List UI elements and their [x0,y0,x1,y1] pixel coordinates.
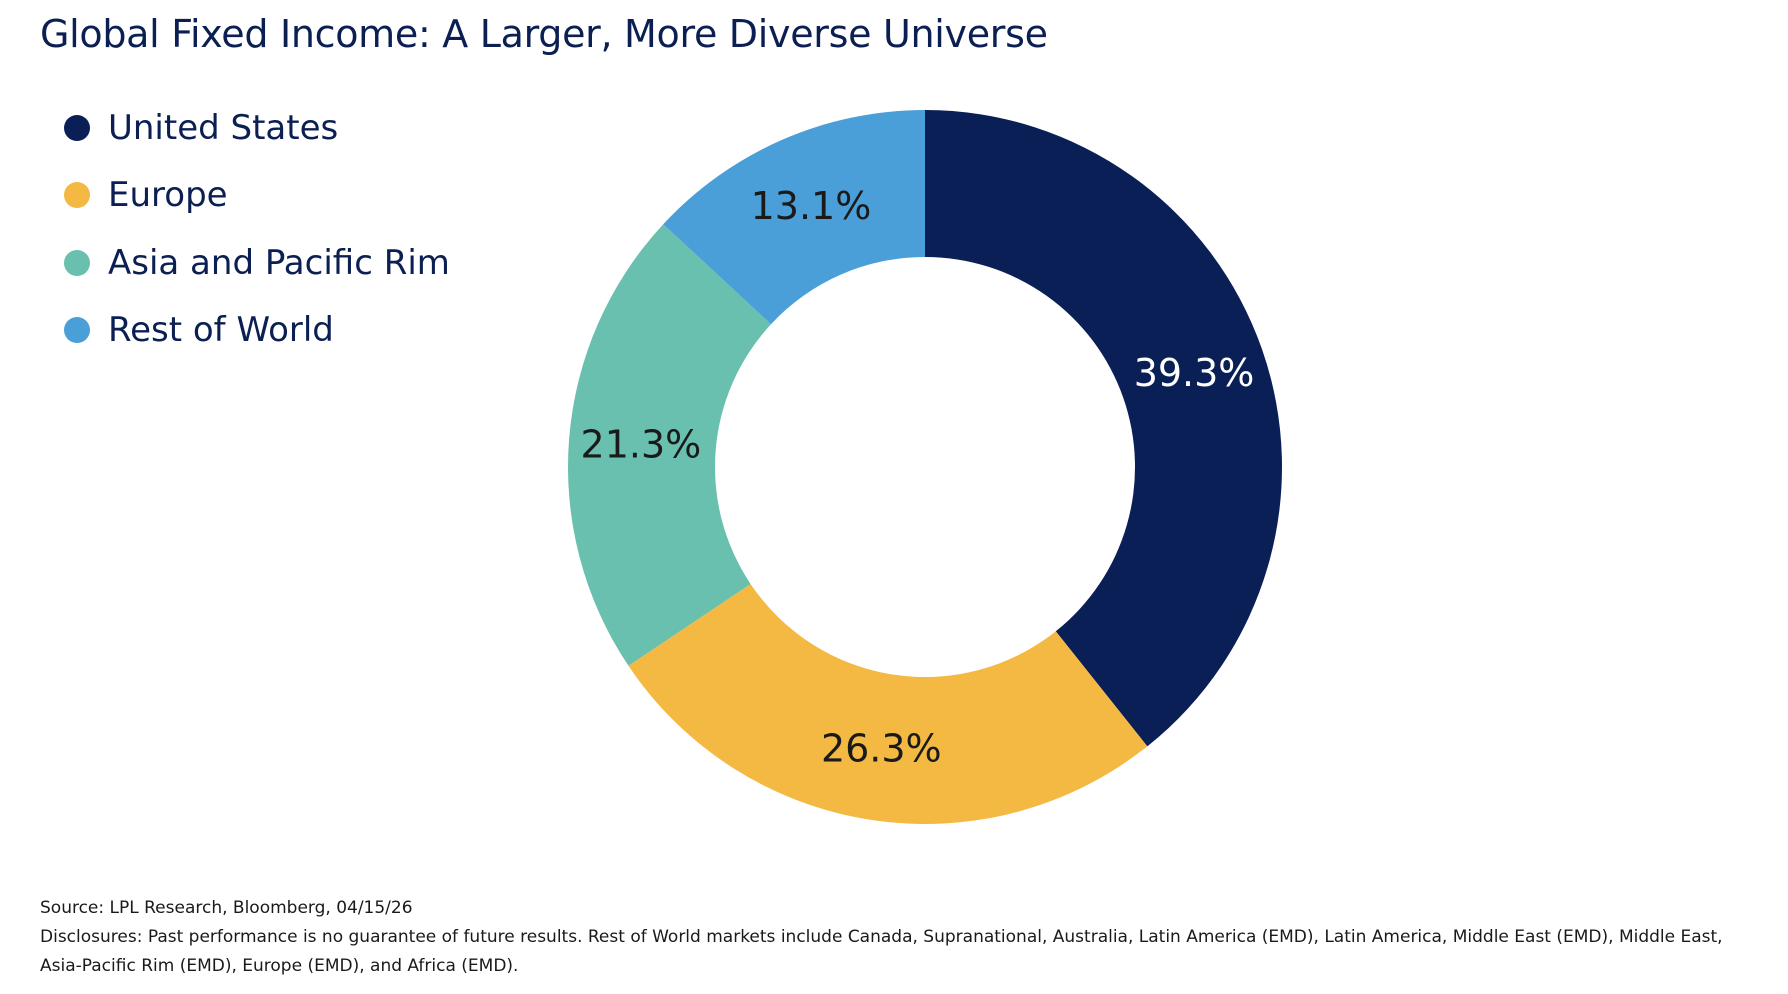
legend-item-rest-of-world: Rest of World [64,297,450,365]
chart-title: Global Fixed Income: A Larger, More Dive… [40,12,1048,56]
legend-label: Rest of World [108,310,334,351]
legend-swatch [64,182,90,209]
source-note: Source: LPL Research, Bloomberg, 04/15/2… [40,898,413,918]
legend-item-united-states: United States [64,94,450,162]
donut-labels: 39.3% 26.3% 21.3% 13.1% [581,184,1255,771]
legend-label: United States [108,107,339,148]
donut-slices [568,109,1283,825]
legend-label: Europe [108,175,228,216]
legend-item-europe: Europe [64,162,450,230]
donut-slice-rest-of-world [663,109,925,325]
slice-value-label: 39.3% [1134,351,1255,395]
disclosures-note: Disclosures: Past performance is no guar… [40,927,1723,976]
legend-swatch [64,114,90,141]
chart-legend: United States Europe Asia and Pacific Ri… [64,94,450,364]
slice-value-label: 21.3% [581,423,702,467]
chart-footer: Source: LPL Research, Bloomberg, 04/15/2… [40,894,1760,981]
legend-label: Asia and Pacific Rim [108,242,450,283]
donut-slice-asia-and-pacific-rim [568,224,772,666]
legend-item-asia-pacific: Asia and Pacific Rim [64,229,450,297]
donut-slice-europe [628,583,1148,825]
slice-value-label: 26.3% [821,727,942,771]
donut-slice-united-states [925,110,1283,747]
legend-swatch [64,317,90,344]
slice-value-label: 13.1% [751,184,872,228]
legend-swatch [64,249,90,276]
